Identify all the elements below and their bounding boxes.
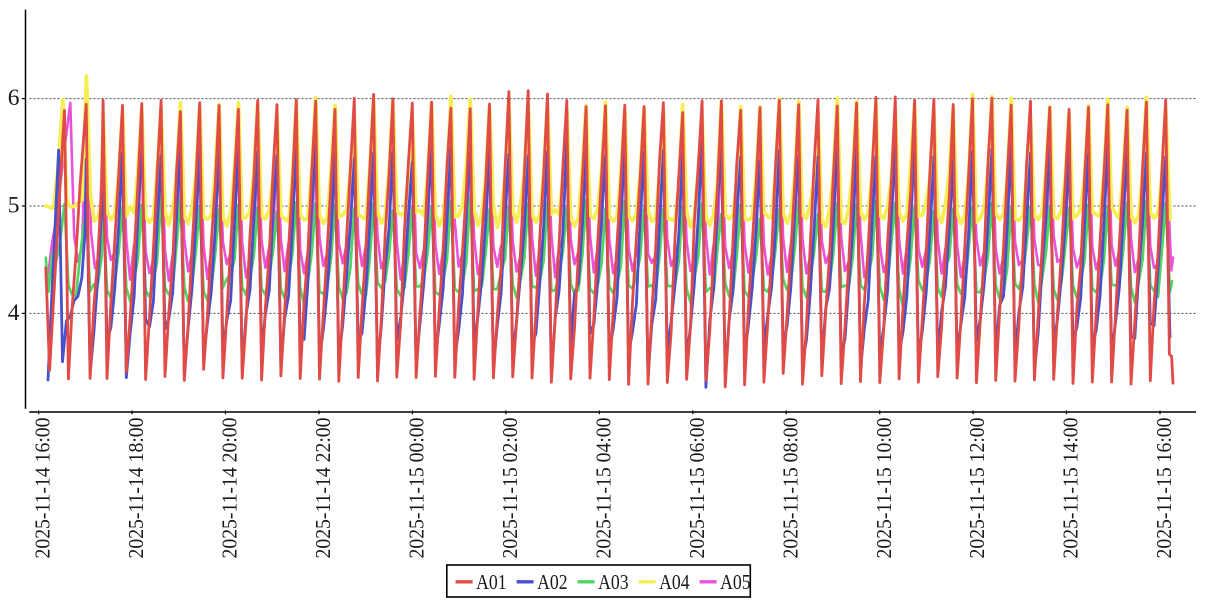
svg-text:A02: A02 — [537, 570, 568, 594]
svg-text:5: 5 — [8, 193, 20, 219]
svg-text:2025-11-14 16:00: 2025-11-14 16:00 — [31, 418, 55, 559]
svg-text:A05: A05 — [720, 570, 751, 594]
svg-text:2025-11-15 06:00: 2025-11-15 06:00 — [685, 418, 709, 559]
svg-text:2025-11-15 00:00: 2025-11-15 00:00 — [405, 418, 429, 559]
svg-text:6: 6 — [8, 85, 20, 111]
svg-text:A04: A04 — [659, 570, 690, 594]
svg-text:A01: A01 — [476, 570, 507, 594]
svg-text:2025-11-15 14:00: 2025-11-15 14:00 — [1059, 418, 1083, 559]
svg-text:2025-11-15 04:00: 2025-11-15 04:00 — [591, 418, 615, 559]
svg-text:2025-11-15 08:00: 2025-11-15 08:00 — [778, 418, 802, 559]
svg-text:A03: A03 — [598, 570, 629, 594]
svg-text:2025-11-14 20:00: 2025-11-14 20:00 — [218, 418, 242, 559]
svg-text:4: 4 — [8, 300, 20, 326]
svg-text:2025-11-14 22:00: 2025-11-14 22:00 — [311, 418, 335, 559]
svg-text:2025-11-15 12:00: 2025-11-15 12:00 — [965, 418, 989, 559]
svg-text:2025-11-15 16:00: 2025-11-15 16:00 — [1152, 418, 1176, 559]
svg-text:2025-11-15 10:00: 2025-11-15 10:00 — [872, 418, 896, 559]
svg-text:2025-11-14 18:00: 2025-11-14 18:00 — [124, 418, 148, 559]
svg-text:2025-11-15 02:00: 2025-11-15 02:00 — [498, 418, 522, 559]
